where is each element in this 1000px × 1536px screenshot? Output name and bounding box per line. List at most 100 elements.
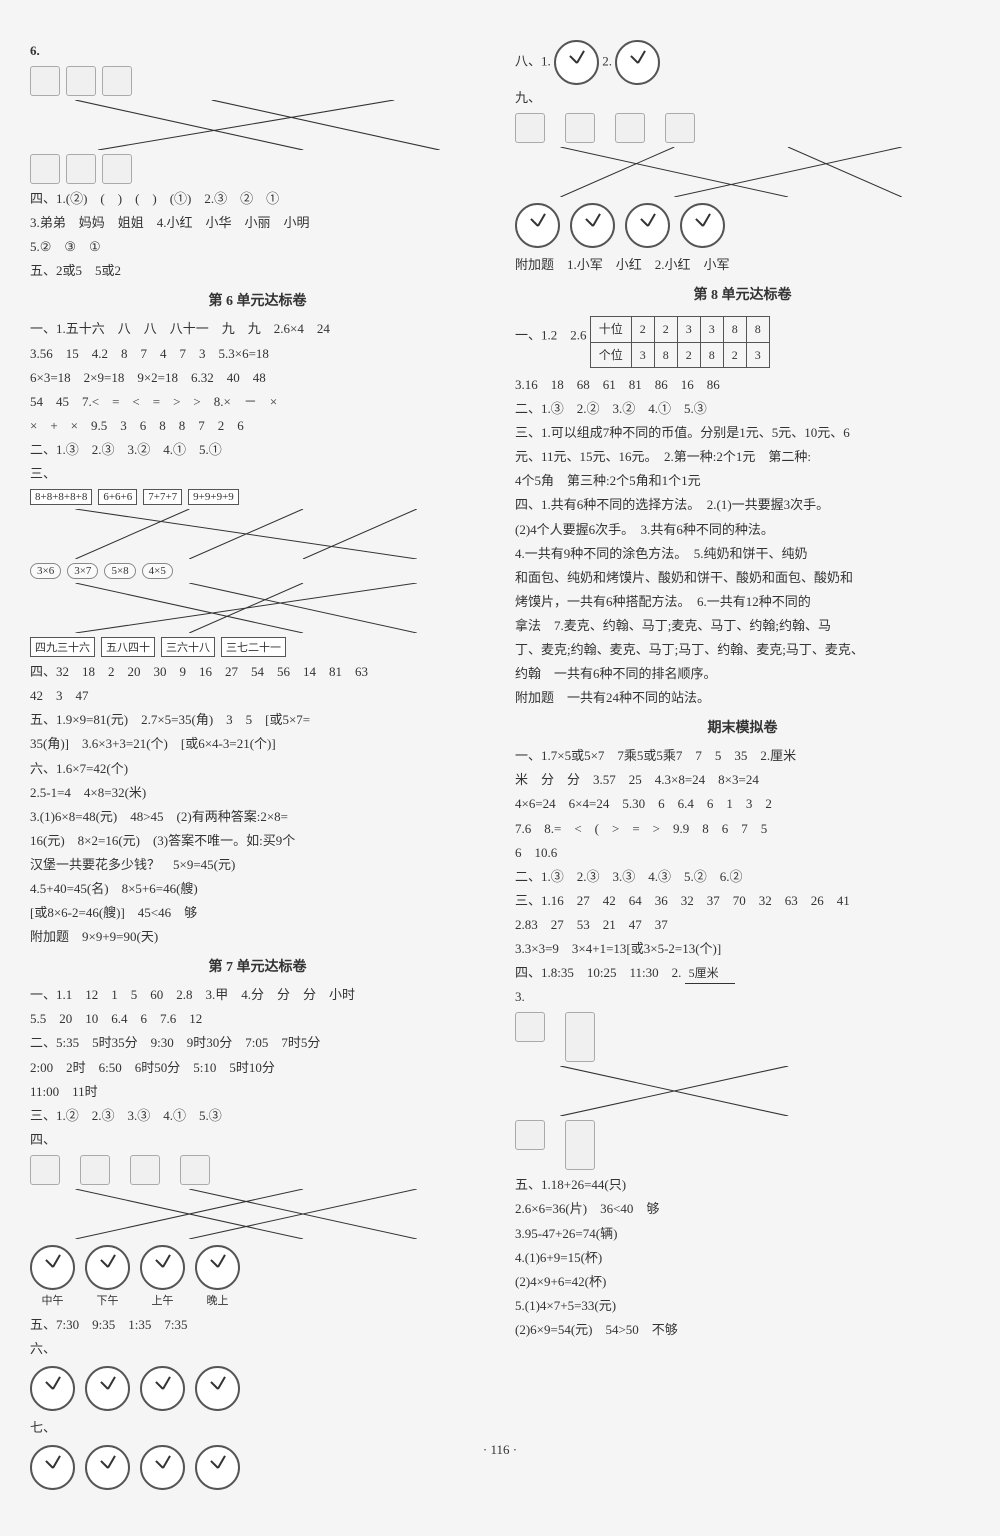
u6-1-l4: 54 45 7.< = < = > > 8.× － × <box>30 391 485 413</box>
child-icon <box>102 154 132 184</box>
u7-4: 四、 <box>30 1129 485 1151</box>
chair-icon <box>66 66 96 96</box>
u6-6-l6: 4.5+40=45(名) 8×5+6=46(艘) <box>30 878 485 900</box>
item-icon <box>565 1012 595 1062</box>
u8-1: 一、1.2 2.6 十位 2 2 3 3 8 8 个位 3 8 2 8 2 3 <box>515 312 970 372</box>
u7-2-l1: 二、5:35 5时35分 9:30 9时30分 7:05 7时5分 <box>30 1032 485 1054</box>
table-cell: 3 <box>631 342 654 367</box>
expr-row: 8+8+8+8+8 6+6+6 7+7+7 9+9+9+9 <box>30 489 485 505</box>
result-tag: 三六十八 <box>161 637 215 657</box>
expr-tag: 8+8+8+8+8 <box>30 489 92 505</box>
result-tag: 五八四十 <box>101 637 155 657</box>
expr-tag: 6+6+6 <box>98 489 137 505</box>
item-icon <box>515 1012 545 1042</box>
scene-icon <box>80 1155 110 1185</box>
u8-1-prefix: 一、1.2 2.6 <box>515 328 587 343</box>
u6-6-l4: 16(元) 8×2=16(元) (3)答案不唯一。如:买9个 <box>30 830 485 852</box>
u6-extra: 附加题 9×9+9=90(天) <box>30 926 485 948</box>
s8-row: 八、1. 2. <box>515 40 970 85</box>
activity-icon <box>665 113 695 143</box>
u6-1-l3: 6×3=18 2×9=18 9×2=18 6.32 40 48 <box>30 367 485 389</box>
table-cell: 2 <box>677 342 700 367</box>
u6-4-l1: 四、32 18 2 20 30 9 16 27 54 56 14 81 63 <box>30 661 485 683</box>
u6-1-l5: × + × 9.5 3 6 8 8 7 2 6 <box>30 415 485 437</box>
u6-1-l1: 一、1.五十六 八 八 八十一 九 九 2.6×4 24 <box>30 318 485 340</box>
u8-table: 十位 2 2 3 3 8 8 个位 3 8 2 8 2 3 <box>590 316 770 368</box>
f-4-match-top <box>515 1012 970 1062</box>
f-5-l2: 2.6×6=36(片) 36<40 够 <box>515 1198 970 1220</box>
u8-extra: 附加题 一共有24种不同的站法。 <box>515 687 970 709</box>
s8-1: 八、1. <box>515 53 551 68</box>
fish-tag: 4×5 <box>142 563 173 579</box>
table-row: 十位 2 2 3 3 8 8 <box>590 317 769 342</box>
clock-icon <box>680 203 725 248</box>
clock-icon <box>515 203 560 248</box>
q6-label: 6. <box>30 40 485 62</box>
u8-4-l6: 拿法 7.麦克、约翰、马丁;麦克、马丁、约翰;约翰、马 <box>515 615 970 637</box>
u8-4-l8: 约翰 一共有6种不同的排名顺序。 <box>515 663 970 685</box>
u6-5-l1: 五、1.9×9=81(元) 2.7×5=35(角) 3 5 [或5×7= <box>30 709 485 731</box>
u8-4-l5: 烤馍片，一共有6种搭配方法。 6.一共有12种不同的 <box>515 591 970 613</box>
q6-diagram-top <box>30 66 485 96</box>
u6-6-l1: 六、1.6×7=42(个) <box>30 758 485 780</box>
clock-label: 中午 <box>30 1292 75 1308</box>
fish-tag: 5×8 <box>104 563 135 579</box>
u6-match2 <box>30 583 485 633</box>
f-1-l1: 一、1.7×5或5×7 7乘5或5乘7 7 5 35 2.厘米 <box>515 745 970 767</box>
clock-icon <box>570 203 615 248</box>
f-3-l2: 2.83 27 53 21 47 37 <box>515 914 970 936</box>
table-cell: 3 <box>746 342 769 367</box>
u6-6-l5: 汉堡一共要花多少钱？ 5×9=45(元) <box>30 854 485 876</box>
table-cell: 8 <box>723 317 746 342</box>
q6-matching-lines <box>30 100 485 150</box>
child-icon <box>66 154 96 184</box>
u6-6-l2: 2.5-1=4 4×8=32(米) <box>30 782 485 804</box>
f-4-l1-text: 四、1.8:35 10:25 11:30 2. <box>515 965 681 980</box>
f-5-l1: 五、1.18+26=44(只) <box>515 1174 970 1196</box>
s4-l2: 3.弟弟 妈妈 姐姐 4.小红 小华 小丽 小明 <box>30 212 485 234</box>
u6-6-l3: 3.(1)6×8=48(元) 48>45 (2)有两种答案:2×8= <box>30 806 485 828</box>
clock-icon <box>625 203 670 248</box>
u6-5-l2: 35(角)] 3.6×3+3=21(个) [或6×4-3=21(个)] <box>30 733 485 755</box>
f-4-blank: 5厘米 <box>685 963 735 984</box>
f-4-match <box>515 1066 970 1116</box>
u8-1-l2: 3.16 18 68 61 81 86 16 86 <box>515 374 970 396</box>
u8-2: 二、1.③ 2.② 3.② 4.① 5.③ <box>515 398 970 420</box>
table-row: 个位 3 8 2 8 2 3 <box>590 342 769 367</box>
scene-icon <box>130 1155 160 1185</box>
u7-match <box>30 1189 485 1239</box>
f-4-l1: 四、1.8:35 10:25 11:30 2. 5厘米 <box>515 962 970 984</box>
activity-icon <box>615 113 645 143</box>
clock-icon <box>615 40 660 85</box>
item-icon <box>565 1120 595 1170</box>
clock-icon <box>30 1245 75 1290</box>
table-cell: 2 <box>723 342 746 367</box>
f-5-l7: (2)6×9=54(元) 54>50 不够 <box>515 1319 970 1341</box>
u7-2-l2: 2:00 2时 6:50 6时50分 5:10 5时10分 <box>30 1057 485 1079</box>
left-column: 6. 四、1.(②) ( ) ( ) (①) 2.③ ② ① 3.弟弟 妈妈 姐… <box>30 40 485 1496</box>
u6-4-l2: 42 3 47 <box>30 685 485 707</box>
u6-1-l2: 3.56 15 4.2 8 7 4 7 3 5.3×6=18 <box>30 343 485 365</box>
s9-match <box>515 147 970 197</box>
f-3-l1: 三、1.16 27 42 64 36 32 37 70 32 63 26 41 <box>515 890 970 912</box>
s9-clocks <box>515 203 970 248</box>
activity-icon <box>515 113 545 143</box>
scene-icon <box>30 1155 60 1185</box>
final-title: 期末模拟卷 <box>515 717 970 737</box>
table-cell: 2 <box>654 317 677 342</box>
u8-3-l3: 4个5角 第三种:2个5角和1个1元 <box>515 470 970 492</box>
clock-icon <box>554 40 599 85</box>
u7-1-l2: 5.5 20 10 6.4 6 7.6 12 <box>30 1008 485 1030</box>
table-cell: 十位 <box>590 317 631 342</box>
table-cell: 3 <box>677 317 700 342</box>
item-icon <box>515 1120 545 1150</box>
expr-tag: 7+7+7 <box>143 489 182 505</box>
page-number: · 116 · <box>0 1442 1000 1458</box>
u7-3: 三、1.② 2.③ 3.③ 4.① 5.③ <box>30 1105 485 1127</box>
u6-6-l7: [或8×6-2=46(艘)] 45<46 够 <box>30 902 485 924</box>
f-5-l3: 3.95-47+26=74(辆) <box>515 1223 970 1245</box>
chair-icon <box>30 66 60 96</box>
u8-4-l1: 四、1.共有6种不同的选择方法。 2.(1)一共要握3次手。 <box>515 494 970 516</box>
clock-icon <box>195 1245 240 1290</box>
u8-4-l4: 和面包、纯奶和烤馍片、酸奶和饼干、酸奶和面包、酸奶和 <box>515 567 970 589</box>
